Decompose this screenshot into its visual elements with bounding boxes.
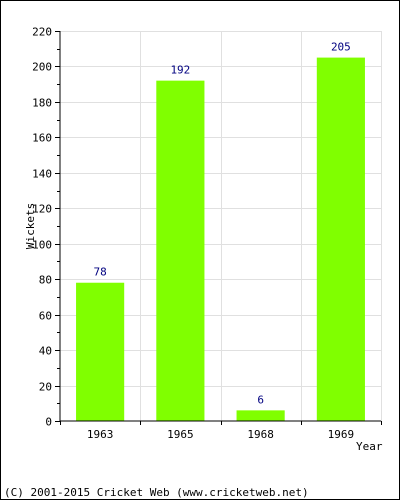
y-tick-label: 20 xyxy=(39,381,52,394)
x-axis-title: Year xyxy=(356,440,383,453)
data-label: 6 xyxy=(257,393,264,406)
y-tick-label: 40 xyxy=(39,345,52,358)
y-tick-label: 220 xyxy=(32,26,52,39)
y-tick-label: 100 xyxy=(32,239,52,252)
x-tick-labels: 1963 1965 1968 1969 xyxy=(87,428,354,441)
data-label: 192 xyxy=(170,64,190,77)
y-tick-label: 160 xyxy=(32,132,52,145)
y-tick-labels: 0 20 40 60 80 100 120 140 160 180 200 220 xyxy=(32,26,52,429)
x-tick-label: 1969 xyxy=(328,428,355,441)
y-tick-label: 180 xyxy=(32,97,52,110)
bar xyxy=(236,410,285,421)
y-tick-label: 60 xyxy=(39,310,52,323)
data-label: 205 xyxy=(331,41,351,54)
bar xyxy=(76,282,125,421)
x-tick-label: 1963 xyxy=(87,428,114,441)
bars xyxy=(76,57,365,422)
y-tick-label: 200 xyxy=(32,61,52,74)
data-labels: 78 192 6 205 xyxy=(94,41,351,407)
y-tick-label: 120 xyxy=(32,203,52,216)
copyright-footer: (C) 2001-2015 Cricket Web (www.cricketwe… xyxy=(4,486,309,499)
axes xyxy=(55,31,382,425)
x-tick-label: 1965 xyxy=(167,428,194,441)
y-tick-label: 0 xyxy=(45,416,52,429)
x-tick-label: 1968 xyxy=(247,428,274,441)
data-label: 78 xyxy=(94,266,107,279)
y-tick-label: 80 xyxy=(39,274,52,287)
y-axis-title: Wickets xyxy=(24,203,37,249)
y-tick-label: 140 xyxy=(32,168,52,181)
bar xyxy=(316,57,365,421)
bar xyxy=(156,80,205,422)
